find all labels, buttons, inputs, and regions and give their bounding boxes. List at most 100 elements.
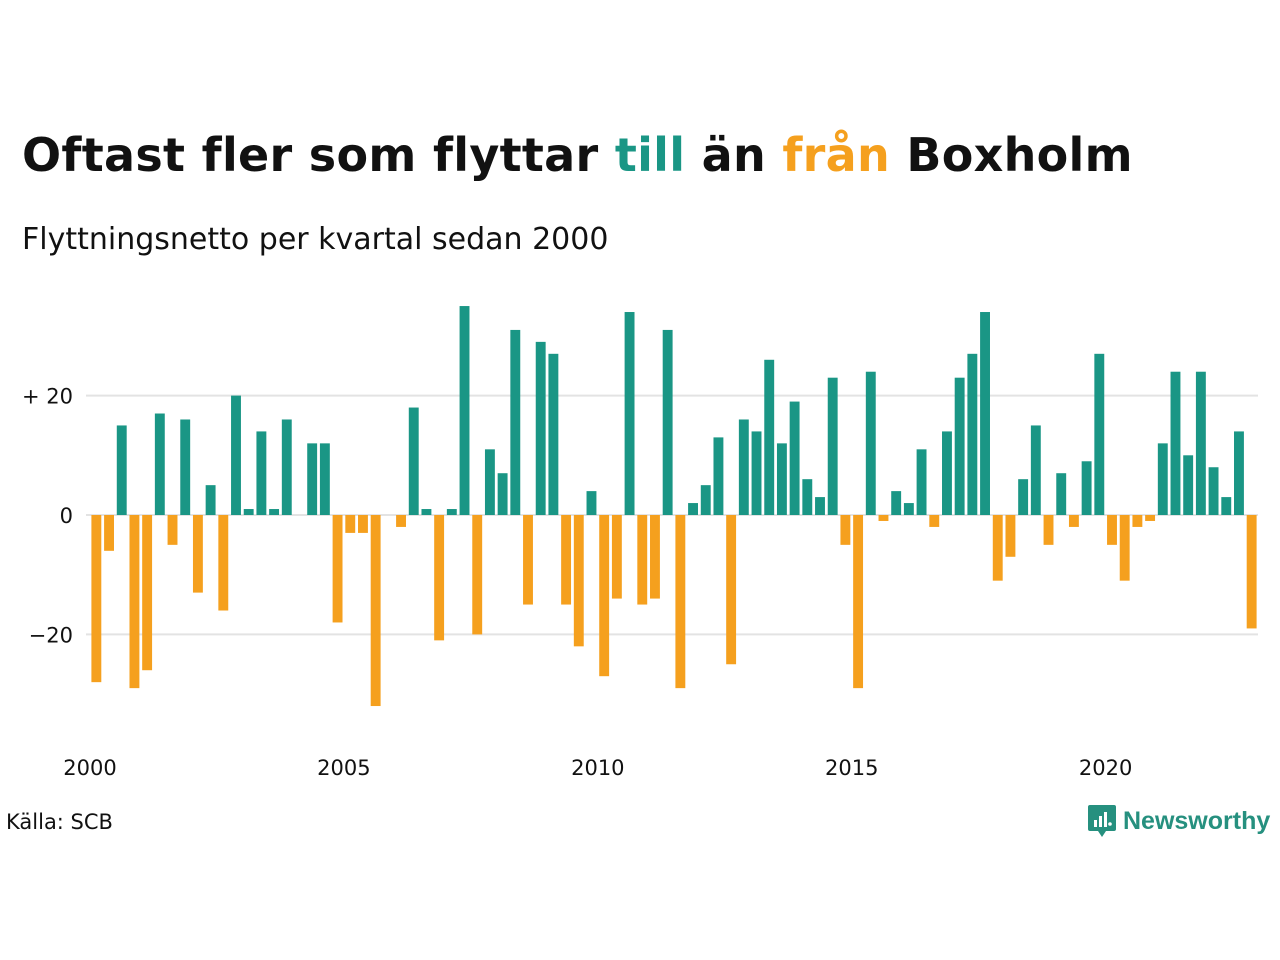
source-note: Källa: SCB — [6, 810, 113, 834]
bar-q84 — [1145, 515, 1156, 521]
bar-q68 — [942, 431, 952, 515]
bar-q38 — [561, 515, 572, 605]
bar-q13 — [243, 509, 254, 515]
bar-q37 — [548, 353, 559, 515]
bar-q54 — [764, 359, 775, 515]
bar-q3 — [116, 425, 127, 515]
bar-q66 — [916, 449, 927, 515]
bar-q12 — [231, 395, 241, 515]
bar-q60 — [840, 515, 851, 545]
bar-q87 — [1183, 455, 1194, 515]
title-prefix: Oftast fler som flyttar — [22, 128, 615, 182]
bar-q22 — [358, 515, 368, 533]
bar-q89 — [1208, 467, 1219, 515]
bar-q30 — [459, 306, 470, 515]
bar-q6 — [154, 413, 165, 515]
bar-q50 — [713, 437, 724, 515]
title-word-fran: från — [782, 128, 891, 182]
bar-q73 — [1005, 515, 1016, 557]
bar-q57 — [802, 479, 813, 515]
x-tick-label: 2005 — [317, 756, 370, 780]
bar-q41 — [599, 515, 610, 677]
bar-q67 — [929, 515, 940, 527]
bar-q44 — [637, 515, 648, 605]
bar-q28 — [434, 515, 445, 641]
bar-q36 — [535, 341, 546, 515]
x-tick-label: 2000 — [63, 756, 116, 780]
bar-q86 — [1170, 371, 1181, 515]
bar-q43 — [624, 312, 635, 515]
bar-q9 — [192, 515, 203, 593]
chart-title: Oftast fler som flyttar till än från Box… — [22, 128, 1133, 182]
bar-q11 — [218, 515, 229, 611]
bar-q29 — [446, 509, 457, 515]
bar-q8 — [180, 419, 191, 515]
title-middle: än — [685, 128, 783, 182]
bar-q2 — [104, 515, 114, 551]
bar-q61 — [853, 515, 864, 689]
bar-chart: + 20 0 −20 2000 2005 2010 2015 2020 — [22, 306, 1258, 780]
bar-q77 — [1056, 473, 1067, 515]
bar-q10 — [205, 485, 216, 515]
bar-q72 — [992, 515, 1003, 581]
bar-q16 — [281, 419, 292, 515]
brand-name: Newsworthy — [1123, 806, 1271, 835]
bar-q91 — [1234, 431, 1244, 515]
bar-q53 — [751, 431, 762, 515]
bar-q39 — [573, 515, 584, 647]
bar-q58 — [815, 497, 825, 515]
bar-q52 — [738, 419, 749, 515]
bar-q45 — [650, 515, 660, 599]
bar-q34 — [510, 329, 521, 515]
bar-q65 — [903, 503, 914, 515]
bar-q64 — [891, 491, 902, 515]
bar-q85 — [1157, 443, 1168, 515]
bar-q21 — [345, 515, 356, 533]
bar-q15 — [269, 509, 280, 515]
x-tick-label: 2020 — [1079, 756, 1132, 780]
bar-q47 — [675, 515, 686, 689]
bar-q23 — [370, 515, 381, 707]
bar-q83 — [1132, 515, 1143, 527]
bar-q20 — [332, 515, 343, 623]
bar-q42 — [611, 515, 622, 599]
title-word-till: till — [614, 128, 686, 182]
bar-q55 — [776, 443, 787, 515]
bar-q14 — [256, 431, 267, 515]
bar-q90 — [1221, 497, 1232, 515]
bar-q56 — [789, 401, 800, 515]
title-suffix: Boxholm — [890, 128, 1133, 182]
brand-logo: Newsworthy — [1087, 803, 1270, 839]
bar-q69 — [954, 377, 965, 515]
chart-subtitle: Flyttningsnetto per kvartal sedan 2000 — [22, 222, 609, 257]
bar-q80 — [1094, 353, 1105, 515]
bar-q78 — [1068, 515, 1079, 527]
bar-q76 — [1043, 515, 1054, 545]
x-tick-label: 2015 — [825, 756, 878, 780]
bar-q92 — [1246, 515, 1257, 629]
bar-q70 — [967, 353, 978, 515]
y-tick-label: −20 — [29, 623, 73, 647]
bar-q46 — [662, 329, 673, 515]
bar-q32 — [484, 449, 495, 515]
y-axis-labels: + 20 0 −20 — [22, 385, 73, 648]
bar-q18 — [307, 443, 318, 515]
y-tick-label: 0 — [60, 504, 73, 528]
bar-q40 — [586, 491, 597, 515]
bar-q88 — [1195, 371, 1206, 515]
bar-q62 — [865, 371, 876, 515]
x-axis-labels: 2000 2005 2010 2015 2020 — [63, 756, 1132, 780]
bar-q82 — [1119, 515, 1130, 581]
bar-q75 — [1030, 425, 1041, 515]
bar-q1 — [91, 515, 102, 683]
bar-q26 — [408, 407, 419, 515]
y-tick-label: + 20 — [22, 385, 73, 409]
bar-q27 — [421, 509, 432, 515]
bar-q79 — [1081, 461, 1092, 515]
bars — [91, 306, 1257, 707]
bar-q81 — [1107, 515, 1117, 545]
bar-q31 — [472, 515, 483, 635]
bar-q33 — [497, 473, 508, 515]
bar-q35 — [523, 515, 533, 605]
bar-q4 — [129, 515, 140, 689]
